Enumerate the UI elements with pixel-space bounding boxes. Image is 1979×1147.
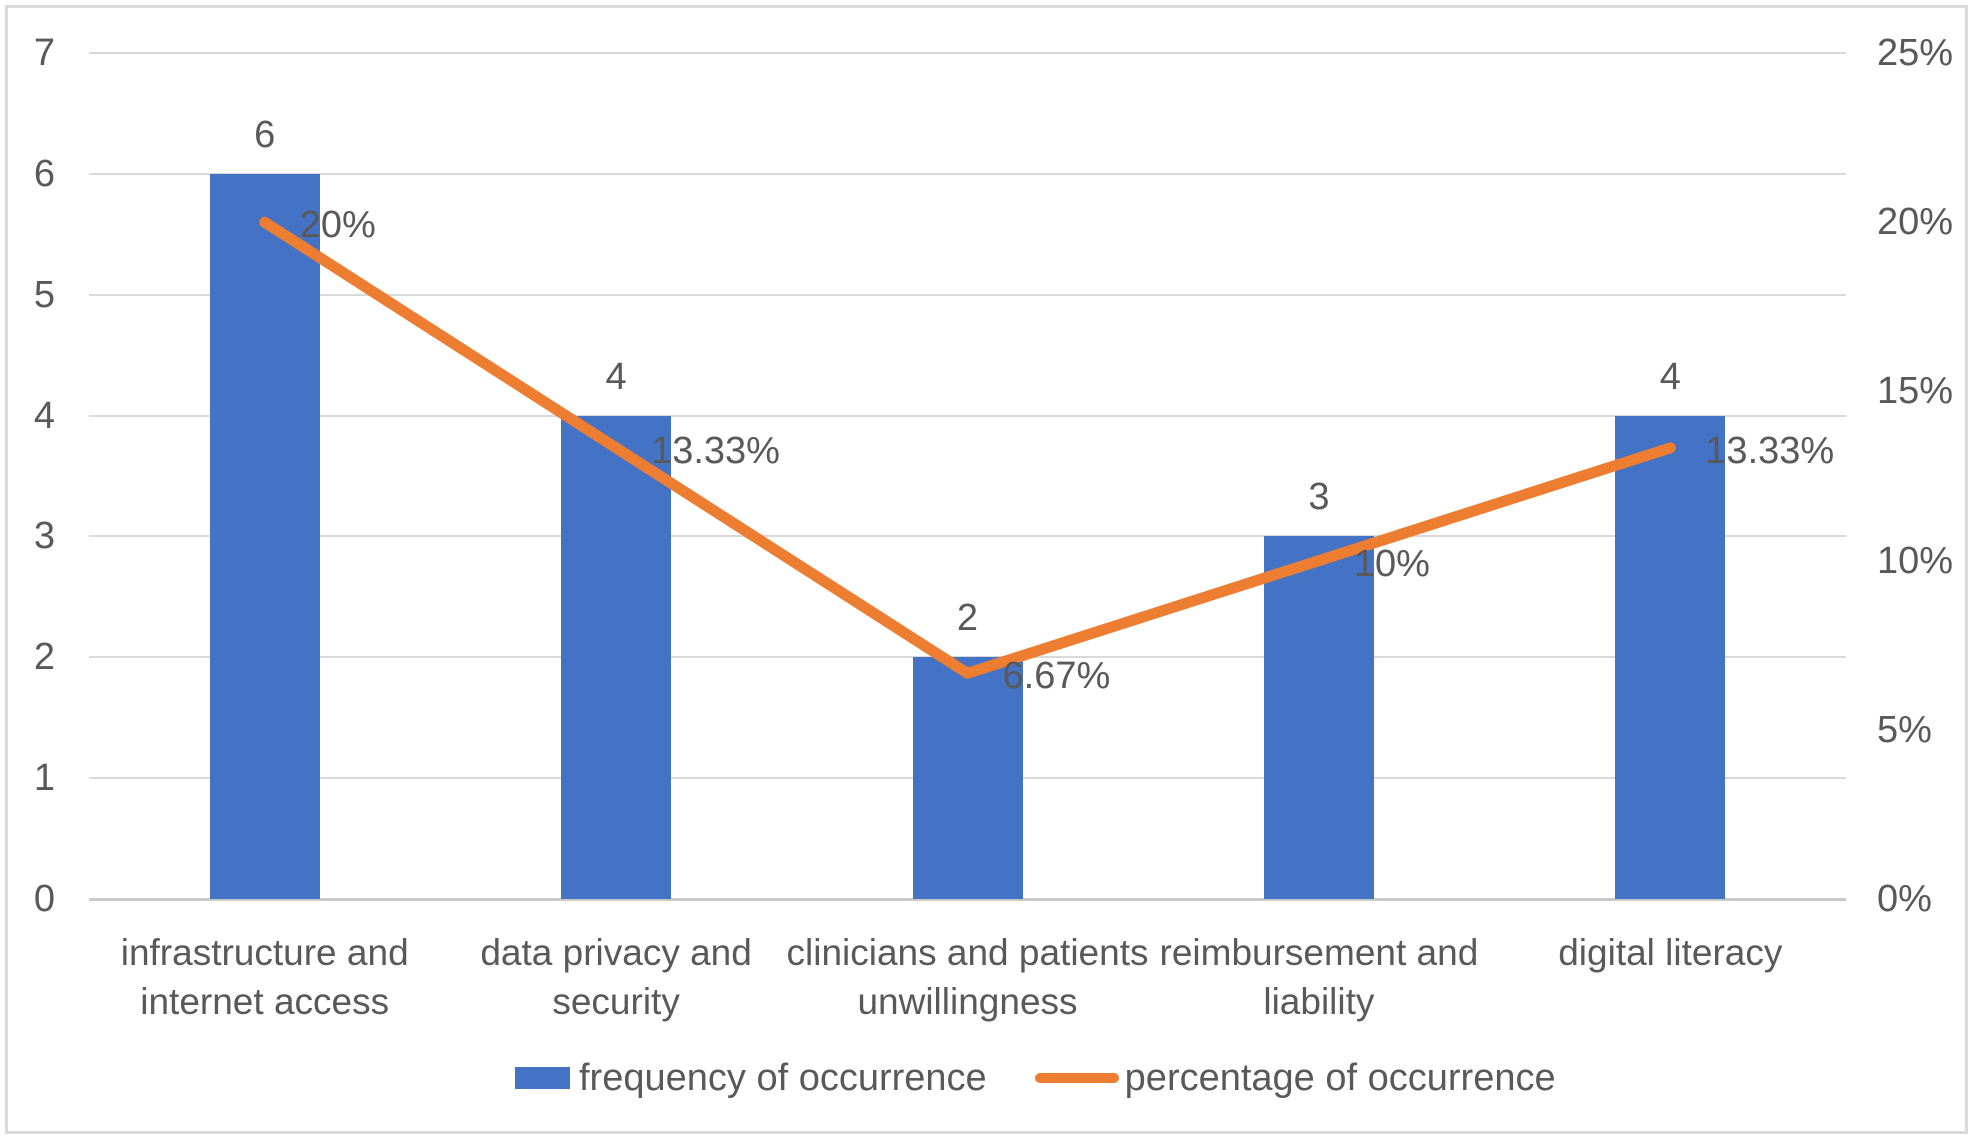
gridline: [89, 293, 1846, 296]
category-label: digital literacy: [1558, 928, 1782, 977]
x-axis-line: [89, 898, 1846, 901]
left-axis-tick: 1: [33, 757, 55, 800]
line-value-label: 6.67%: [1002, 655, 1111, 698]
category-label-line: data privacy and: [480, 932, 752, 973]
legend-label-frequency: frequency of occurrence: [579, 1057, 987, 1099]
gridline: [89, 52, 1846, 54]
left-axis-tick: 3: [33, 515, 55, 558]
category-label-line: clinicians and patients: [786, 932, 1149, 973]
frequency-bar: [209, 173, 320, 899]
frequency-bar: [912, 657, 1023, 899]
category-label-line: infrastructure and: [120, 932, 409, 973]
bar-value-label: 4: [1659, 355, 1681, 398]
frequency-bar: [561, 415, 672, 899]
gridline: [89, 414, 1846, 417]
category-label-line: liability: [1263, 981, 1375, 1022]
category-label: reimbursement and liability: [1160, 928, 1479, 1026]
frequency-bar: [1615, 415, 1726, 899]
category-label-line: reimbursement and: [1159, 932, 1479, 973]
legend-label-percentage: percentage of occurrence: [1124, 1057, 1556, 1099]
line-value-label: 13.33%: [1705, 429, 1835, 472]
legend-item-frequency: frequency of occurrence: [515, 1056, 987, 1100]
left-axis-tick: 2: [33, 636, 55, 679]
frequency-bar: [1263, 536, 1374, 899]
category-label: data privacy and security: [480, 928, 752, 1026]
line-value-label: 20%: [299, 204, 376, 247]
right-axis-tick: 10%: [1877, 539, 1954, 582]
bar-value-label: 2: [956, 597, 979, 640]
category-label-line: digital literacy: [1558, 932, 1783, 973]
legend: frequency of occurrence percentage of oc…: [515, 1056, 1556, 1100]
bar-value-label: 6: [254, 113, 276, 156]
right-axis-tick: 20%: [1877, 201, 1954, 244]
right-axis-tick: 5%: [1877, 708, 1932, 751]
line-value-label: 13.33%: [651, 429, 780, 472]
right-axis-tick: 25%: [1877, 32, 1954, 74]
gridline: [89, 172, 1846, 175]
legend-item-percentage: percentage of occurrence: [1034, 1056, 1556, 1100]
right-axis-tick: 0%: [1877, 878, 1932, 920]
category-label: infrastructure and internet access: [121, 928, 409, 1026]
left-axis-tick: 4: [33, 394, 55, 437]
legend-line-swatch-icon: [1034, 1073, 1119, 1083]
right-axis-tick: 15%: [1877, 370, 1954, 413]
left-axis-tick: 5: [33, 273, 55, 316]
category-label-line: unwillingness: [857, 981, 1078, 1022]
left-axis-tick: 6: [33, 152, 55, 195]
line-value-label: 10%: [1353, 542, 1430, 585]
bar-value-label: 3: [1308, 476, 1330, 519]
left-axis-tick: 7: [33, 32, 55, 74]
gridline: [89, 535, 1846, 538]
left-axis-tick: 0: [33, 878, 55, 920]
legend-bar-swatch-icon: [515, 1067, 570, 1089]
category-label-line: internet access: [140, 981, 390, 1022]
bar-value-label: 4: [605, 355, 627, 398]
category-label-line: security: [552, 981, 680, 1022]
category-label: clinicians and patients unwillingness: [787, 928, 1149, 1026]
